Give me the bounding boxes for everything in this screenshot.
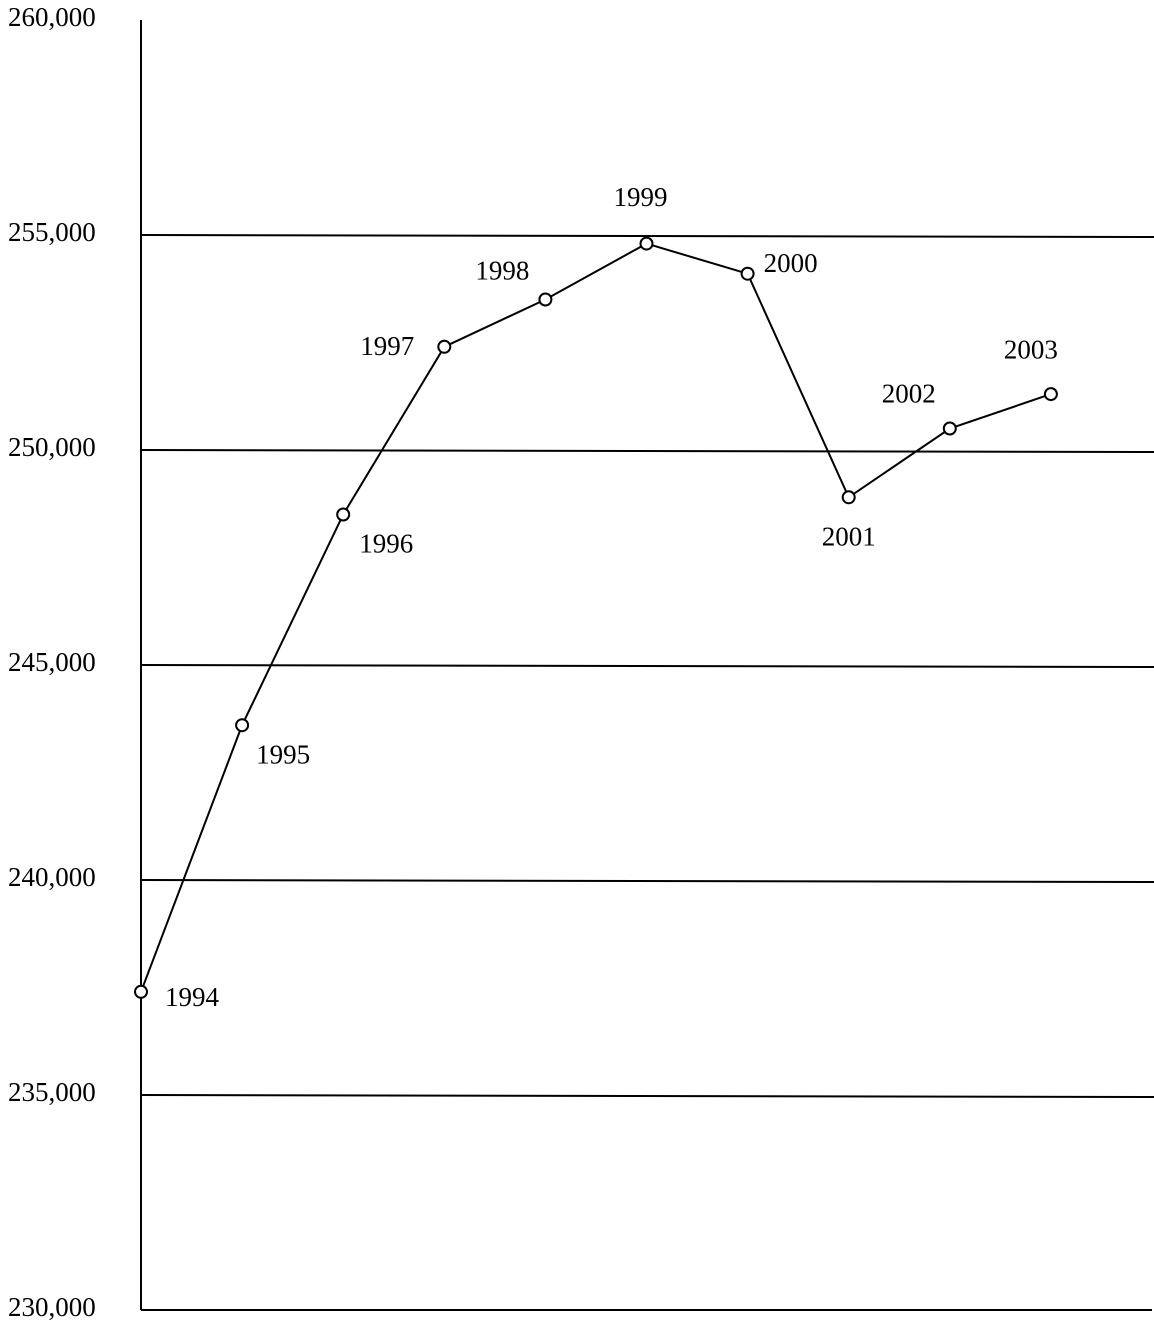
point-label: 2002 — [882, 379, 936, 409]
grid-line — [140, 664, 1154, 668]
point-label: 1995 — [256, 739, 310, 769]
point-label: 1998 — [475, 256, 529, 286]
point-label: 2000 — [764, 248, 818, 278]
point — [841, 490, 856, 505]
point-label: 1997 — [360, 331, 414, 361]
point — [437, 339, 452, 354]
point — [134, 984, 148, 999]
y-tick-label: 240,000 — [8, 862, 96, 892]
grid-line — [140, 1094, 1154, 1098]
grid-line — [140, 449, 1154, 453]
point — [1043, 387, 1058, 402]
line — [140, 242, 1052, 993]
point-label: 1994 — [165, 982, 220, 1012]
y-tick-label: 235,000 — [8, 1077, 96, 1107]
point — [639, 236, 654, 251]
point — [336, 507, 351, 522]
grid-line — [140, 234, 1154, 238]
grid-line — [140, 879, 1154, 883]
y-tick-label: 260,000 — [8, 2, 96, 32]
point — [942, 421, 957, 436]
point-label: 2001 — [822, 522, 876, 552]
point-label: 1999 — [614, 182, 668, 212]
point — [538, 292, 553, 307]
y-tick-label: 245,000 — [8, 647, 96, 677]
point — [235, 718, 250, 733]
point-label: 2003 — [1004, 334, 1058, 364]
y-tick-label: 255,000 — [8, 217, 96, 247]
point — [740, 266, 755, 281]
y-tick-label: 230,000 — [8, 1292, 96, 1322]
y-tick-label: 250,000 — [8, 432, 96, 462]
point-label: 1996 — [359, 529, 413, 559]
